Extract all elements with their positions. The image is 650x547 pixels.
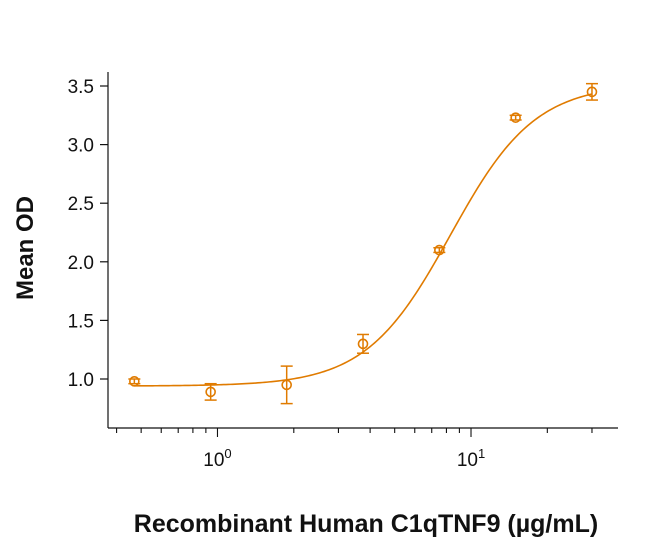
y-tick-label: 1.0 — [68, 370, 94, 391]
data-point — [280, 365, 293, 405]
axes — [107, 72, 618, 429]
y-axis-ticks: 1.0 1.5 2.0 2.5 3.0 3.5 — [68, 77, 108, 391]
marker — [586, 86, 598, 98]
y-tick-label: 1.5 — [68, 311, 94, 332]
y-tick-label: 3.5 — [68, 77, 94, 98]
marker — [205, 386, 216, 398]
data-point — [204, 382, 217, 401]
marker — [281, 379, 292, 391]
x-tick-label: 100 — [203, 446, 231, 471]
data-point — [585, 82, 598, 101]
y-tick-label: 3.0 — [68, 136, 94, 157]
x-axis-title: Recombinant Human C1qTNF9 (µg/mL) — [134, 510, 598, 538]
data-point — [433, 244, 446, 256]
marker — [357, 338, 369, 350]
marker — [434, 244, 445, 256]
data-points — [128, 82, 598, 405]
data-point — [509, 112, 522, 123]
y-axis-title: Mean OD — [12, 196, 39, 300]
y-tick-label: 2.0 — [68, 253, 94, 274]
marker — [129, 376, 140, 387]
x-tick-label: 101 — [457, 446, 485, 471]
x-axis-ticks: 100 101 — [116, 428, 593, 471]
data-point — [357, 333, 370, 354]
y-tick-label: 2.5 — [68, 194, 94, 215]
marker — [510, 112, 521, 123]
data-point — [128, 376, 141, 387]
